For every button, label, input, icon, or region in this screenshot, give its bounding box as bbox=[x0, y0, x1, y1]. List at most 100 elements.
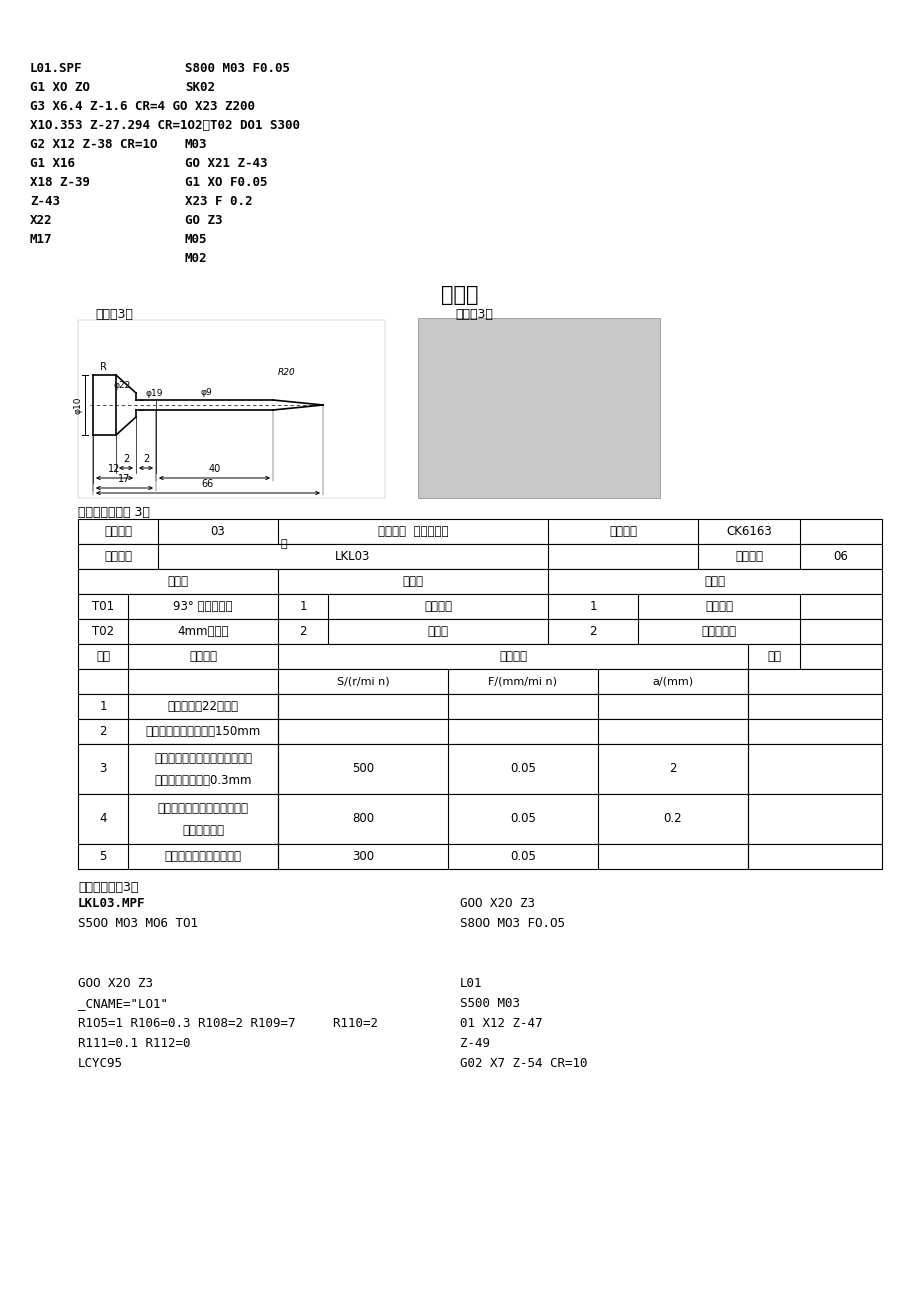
Bar bbox=[78, 569, 881, 594]
Text: 2: 2 bbox=[99, 724, 107, 737]
Text: 40: 40 bbox=[208, 464, 221, 474]
Text: φ19: φ19 bbox=[145, 390, 163, 397]
Text: X23 F 0.2: X23 F 0.2 bbox=[185, 195, 252, 208]
Text: T01: T01 bbox=[92, 599, 114, 612]
Text: 2: 2 bbox=[588, 625, 596, 638]
Text: LKL03: LKL03 bbox=[335, 550, 370, 563]
Bar bbox=[78, 644, 881, 668]
Text: φ22: φ22 bbox=[114, 380, 130, 390]
Text: 数控加工工艺卡 3：: 数控加工工艺卡 3： bbox=[78, 506, 150, 519]
Text: φ9: φ9 bbox=[200, 388, 211, 397]
Bar bbox=[78, 744, 881, 794]
Text: R1O5=1 R106=0.3 R108=2 R109=7     R110=2: R1O5=1 R106=0.3 R108=2 R109=7 R110=2 bbox=[78, 1018, 378, 1029]
Text: 5: 5 bbox=[99, 850, 107, 863]
Text: Z-43: Z-43 bbox=[30, 195, 60, 208]
Bar bbox=[78, 844, 881, 869]
Text: φ10: φ10 bbox=[74, 396, 83, 414]
Text: 66: 66 bbox=[201, 480, 214, 489]
Text: M17: M17 bbox=[30, 233, 52, 246]
Text: LKL03.MPF: LKL03.MPF bbox=[78, 896, 145, 909]
Text: 3: 3 bbox=[99, 762, 107, 775]
Text: 01 X12 Z-47: 01 X12 Z-47 bbox=[460, 1018, 542, 1029]
Text: 夹棒料外圆伸出长度约150mm: 夹棒料外圆伸出长度约150mm bbox=[145, 724, 260, 737]
Text: 0.05: 0.05 bbox=[509, 850, 536, 863]
Text: 1: 1 bbox=[99, 700, 107, 713]
Text: 粗车右边部分的外圆，圆弧面，: 粗车右边部分的外圆，圆弧面， bbox=[153, 753, 252, 765]
Text: 机床型号: 机床型号 bbox=[608, 525, 636, 538]
Text: S5OO MO3 MO6 TO1: S5OO MO3 MO6 TO1 bbox=[78, 917, 198, 930]
Text: G2 X12 Z-38 CR=1O: G2 X12 Z-38 CR=1O bbox=[30, 138, 157, 151]
Text: 零件三: 零件三 bbox=[441, 285, 478, 305]
Text: 2: 2 bbox=[142, 453, 149, 464]
Text: G1 XO F0.05: G1 XO F0.05 bbox=[185, 176, 267, 189]
Text: 800: 800 bbox=[352, 813, 374, 826]
Bar bbox=[78, 619, 881, 644]
Text: 12: 12 bbox=[108, 464, 120, 474]
Bar bbox=[78, 321, 384, 498]
Text: 2: 2 bbox=[668, 762, 676, 775]
Text: S/(r/mi n): S/(r/mi n) bbox=[336, 676, 389, 687]
Text: _CNAME="LO1": _CNAME="LO1" bbox=[78, 997, 168, 1010]
Text: G1 X16: G1 X16 bbox=[30, 156, 75, 169]
Text: M02: M02 bbox=[185, 251, 208, 265]
Bar bbox=[78, 543, 881, 569]
Text: 加: 加 bbox=[280, 539, 288, 549]
Text: 300: 300 bbox=[352, 850, 374, 863]
Text: R111=0.1 R112=0: R111=0.1 R112=0 bbox=[78, 1037, 190, 1050]
Text: X18 Z-39: X18 Z-39 bbox=[30, 176, 90, 189]
Text: 4: 4 bbox=[99, 813, 107, 826]
Text: 06: 06 bbox=[833, 550, 847, 563]
Text: 零件图3：: 零件图3： bbox=[95, 308, 132, 321]
Text: G1 XO ZO: G1 XO ZO bbox=[30, 81, 90, 94]
Text: 游标卡尺: 游标卡尺 bbox=[424, 599, 451, 612]
Text: 千分尺: 千分尺 bbox=[427, 625, 448, 638]
Bar bbox=[78, 694, 881, 719]
Text: 对角度样板: 对角度样板 bbox=[701, 625, 736, 638]
Text: 4mm宽割刀: 4mm宽割刀 bbox=[177, 625, 229, 638]
Text: R: R bbox=[100, 362, 107, 371]
Text: 数控车床  加工工艺卡: 数控车床 加工工艺卡 bbox=[378, 525, 448, 538]
Text: L01: L01 bbox=[460, 977, 482, 990]
Text: 500: 500 bbox=[352, 762, 374, 775]
Text: 0.05: 0.05 bbox=[509, 813, 536, 826]
Text: 03: 03 bbox=[210, 525, 225, 538]
Text: GOO X2O Z3: GOO X2O Z3 bbox=[460, 896, 535, 909]
Text: G3 X6.4 Z-1.6 CR=4 GO X23 Z200: G3 X6.4 Z-1.6 CR=4 GO X23 Z200 bbox=[30, 100, 255, 113]
Bar bbox=[78, 668, 881, 694]
Text: GO X21 Z-43: GO X21 Z-43 bbox=[185, 156, 267, 169]
Text: X22: X22 bbox=[30, 214, 52, 227]
Text: GOO X2O Z3: GOO X2O Z3 bbox=[78, 977, 153, 990]
Text: X1O.353 Z-27.294 CR=1O2加T02 DO1 S300: X1O.353 Z-27.294 CR=1O2加T02 DO1 S300 bbox=[30, 119, 300, 132]
Text: S8OO MO3 FO.O5: S8OO MO3 FO.O5 bbox=[460, 917, 564, 930]
Text: L01.SPF: L01.SPF bbox=[30, 63, 83, 76]
Text: 刀具表: 刀具表 bbox=[167, 575, 188, 588]
Text: CK6163: CK6163 bbox=[725, 525, 771, 538]
Text: SK02: SK02 bbox=[185, 81, 215, 94]
Bar bbox=[78, 519, 881, 543]
Text: 机床编号: 机床编号 bbox=[734, 550, 762, 563]
Text: T02: T02 bbox=[92, 625, 114, 638]
Text: GO Z3: GO Z3 bbox=[185, 214, 222, 227]
Text: F/(mm/mi n): F/(mm/mi n) bbox=[488, 676, 557, 687]
Text: 序号: 序号 bbox=[96, 650, 110, 663]
Text: R20: R20 bbox=[278, 367, 295, 377]
Text: 达到图纸要求: 达到图纸要求 bbox=[182, 823, 223, 837]
Bar bbox=[78, 794, 881, 844]
Text: 切削用量: 切削用量 bbox=[498, 650, 527, 663]
Text: M05: M05 bbox=[185, 233, 208, 246]
Bar bbox=[417, 318, 659, 498]
Text: 2: 2 bbox=[299, 625, 306, 638]
Text: S500 M03: S500 M03 bbox=[460, 997, 519, 1010]
Text: M03: M03 bbox=[185, 138, 208, 151]
Text: 选择直径为22的铝棒: 选择直径为22的铝棒 bbox=[167, 700, 238, 713]
Text: 备注: 备注 bbox=[766, 650, 780, 663]
Bar bbox=[78, 719, 881, 744]
Text: 17: 17 bbox=[119, 474, 130, 483]
Text: 0.2: 0.2 bbox=[663, 813, 682, 826]
Text: Z-49: Z-49 bbox=[460, 1037, 490, 1050]
Text: 0.05: 0.05 bbox=[509, 762, 536, 775]
Text: 工艺内容: 工艺内容 bbox=[188, 650, 217, 663]
Bar bbox=[78, 594, 881, 619]
Text: 薄紫钓皮: 薄紫钓皮 bbox=[704, 599, 732, 612]
Text: 数控加工程序3：: 数控加工程序3： bbox=[78, 881, 138, 894]
